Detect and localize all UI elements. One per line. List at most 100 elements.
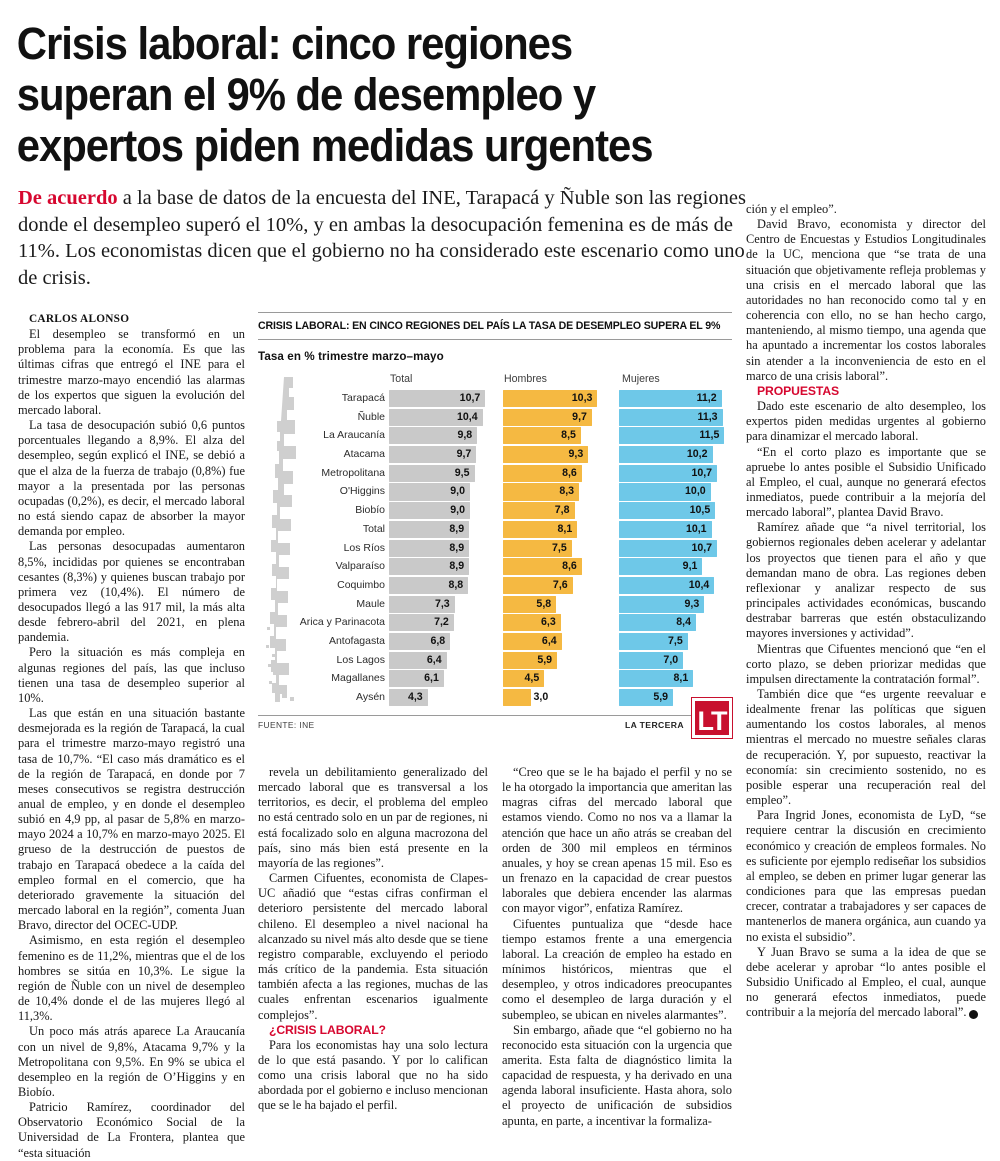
- chart-bar-track: 7,5: [619, 632, 729, 651]
- chart-bar-track: 6,4: [389, 651, 497, 669]
- chart-row: Ñuble 10,4 9,7 11,3: [258, 408, 732, 426]
- chart-row-label: Antofagasta: [328, 634, 385, 647]
- chart-bar-value: 9,0: [450, 485, 465, 498]
- chart-bar-track: 9,8: [389, 427, 497, 445]
- chart-bar: [619, 539, 718, 557]
- lead-text: a la base de datos de la encuesta del IN…: [18, 187, 746, 289]
- chart-bar-value: 10,2: [686, 448, 708, 461]
- chart-bar-track: 9,0: [389, 502, 497, 520]
- chart-bar-value: 8,9: [449, 522, 465, 535]
- chart-bar-value: 6,3: [541, 616, 556, 629]
- chart-row: Magallanes 6,1 4,5 8,1: [258, 670, 732, 688]
- chart-bar: [619, 427, 725, 445]
- chart-bar-track: 10,1: [619, 520, 729, 538]
- infographic-chart: CRISIS LABORAL: EN CINCO REGIONES DEL PA…: [258, 312, 733, 742]
- chart-bar-value: 3,0: [533, 691, 549, 703]
- legend-item-total: Total: [390, 373, 413, 385]
- chart-row: Aysén 4,3 3,0 5,9: [258, 689, 732, 707]
- chart-row: Los Lagos 6,4 5,9 7,0: [258, 651, 732, 669]
- chart-bar-track: 11,5: [619, 427, 729, 445]
- chart-bar-track: 7,5: [503, 539, 613, 557]
- chart-bar-value: 8,9: [449, 560, 465, 573]
- article-paragraph: Pero la situación es más compleja en alg…: [18, 645, 245, 705]
- chart-row-label: Biobío: [355, 504, 385, 517]
- article-paragraph: También dice que “es urgente reevaluar e…: [746, 687, 986, 808]
- column-4-body-before: ción y el empleo”. David Bravo, economist…: [746, 202, 986, 384]
- chart-bar-track: 9,7: [389, 446, 497, 464]
- chart-row: Valparaíso 8,9 8,6 9,1: [258, 558, 732, 576]
- chart-bar-value: 7,0: [663, 653, 679, 666]
- chart-bar-value: 9,7: [456, 448, 472, 461]
- chart-bar-track: 5,8: [503, 595, 613, 613]
- chart-row-label: O'Higgins: [339, 485, 385, 498]
- chart-bar-track: 10,4: [619, 576, 729, 594]
- chart-bar-track: 9,1: [619, 558, 729, 576]
- chile-map-icon: [264, 375, 310, 705]
- chart-bar: [389, 670, 444, 688]
- chart-bar-value: 8,6: [562, 466, 577, 479]
- chart-bar: [503, 427, 581, 445]
- chart-bar-track: 3,0: [503, 689, 613, 707]
- chart-row: Tarapacá 10,7 10,3 11,2: [258, 390, 732, 408]
- chart-row-label: Maule: [356, 597, 385, 610]
- column-2-body-before: revela un debilitamiento generalizado de…: [258, 765, 488, 1023]
- chart-bar-track: 8,6: [503, 464, 613, 482]
- chart-bar: [503, 614, 561, 632]
- article-paragraph: La tasa de desocupación subió 0,6 puntos…: [18, 418, 245, 539]
- chart-bar: [503, 558, 582, 576]
- chart-bar: [503, 464, 582, 482]
- lead-kicker: De acuerdo: [18, 187, 118, 209]
- article-paragraph: Las que están en una situación bastante …: [18, 706, 245, 933]
- chart-bar-value: 8,9: [449, 541, 465, 554]
- chart-bar: [619, 670, 694, 688]
- chart-bar-track: 8,8: [389, 576, 497, 594]
- chart-bar-track: 5,9: [619, 689, 729, 707]
- chart-bar-track: 10,5: [619, 502, 729, 520]
- chart-bar-track: 8,9: [389, 520, 497, 538]
- chart-row-label: Total: [362, 522, 385, 535]
- chart-bar-value: 5,9: [537, 653, 553, 666]
- article-paragraph: Y Juan Bravo se suma a la idea de que se…: [746, 944, 986, 1020]
- chart-row-label: Ñuble: [357, 410, 385, 423]
- chart-row: La Araucanía 9,8 8,5 11,5: [258, 427, 732, 445]
- chart-bar-track: 8,9: [389, 558, 497, 576]
- chart-bar: [389, 464, 475, 482]
- subhead-crisis-laboral: ¿CRISIS LABORAL?: [269, 1022, 386, 1037]
- chart-row-label: La Araucanía: [323, 429, 385, 442]
- chart-bar-value: 5,9: [653, 691, 669, 703]
- infographic-title: CRISIS LABORAL: EN CINCO REGIONES DEL PA…: [258, 320, 721, 332]
- byline: CARLOS ALONSO: [29, 313, 130, 325]
- column-4-body-after: Dado este escenario de alto desempleo, l…: [746, 399, 986, 1020]
- chart-bar: [503, 390, 598, 408]
- chart-row-label: Coquimbo: [337, 578, 385, 591]
- chart-bar-track: 8,1: [619, 670, 729, 688]
- chart-bar: [503, 520, 578, 538]
- article-column-4: ción y el empleo”. David Bravo, economist…: [746, 202, 986, 1020]
- article-paragraph: Patricio Ramírez, coordinador del Observ…: [18, 1100, 245, 1160]
- article-column-1: CARLOS ALONSO El desempleo se transformó…: [18, 312, 245, 1161]
- chart-bar: [619, 632, 688, 651]
- chart-bar: [503, 595, 557, 613]
- article-paragraph: Un poco más atrás aparece La Araucanía c…: [18, 1024, 245, 1099]
- chart-body: Total Hombres Mujeres Tarapacá 10,7 10,3 11…: [258, 373, 732, 709]
- chart-bar-track: 10,7: [389, 390, 497, 408]
- article-paragraph: Sin embargo, añade que “el gobierno no h…: [502, 1022, 732, 1128]
- chart-row: Total 8,9 8,1 10,1: [258, 520, 732, 538]
- chart-bar-track: 8,5: [503, 427, 613, 445]
- chart-bar-value: 7,5: [552, 541, 567, 554]
- chart-bar-value: 10,4: [688, 578, 710, 591]
- chart-bar-track: 7,8: [503, 502, 613, 520]
- chart-bar-value: 8,3: [559, 485, 575, 498]
- chart-row: Maule 7,3 5,8 9,3: [258, 595, 732, 613]
- chart-bar-track: 10,3: [503, 390, 613, 408]
- chart-bar-value: 8,1: [673, 672, 689, 685]
- chart-bar: [389, 651, 447, 669]
- chart-bar-value: 8,4: [676, 616, 691, 629]
- chart-bar-value: 10,4: [456, 410, 478, 423]
- chart-bar: [503, 689, 531, 707]
- chart-bar-value: 10,7: [691, 466, 713, 479]
- chart-bar: [619, 614, 696, 632]
- end-of-article-mark: P: [968, 1010, 984, 1020]
- chart-row-label: Magallanes: [331, 672, 385, 685]
- chart-bar: [619, 483, 711, 501]
